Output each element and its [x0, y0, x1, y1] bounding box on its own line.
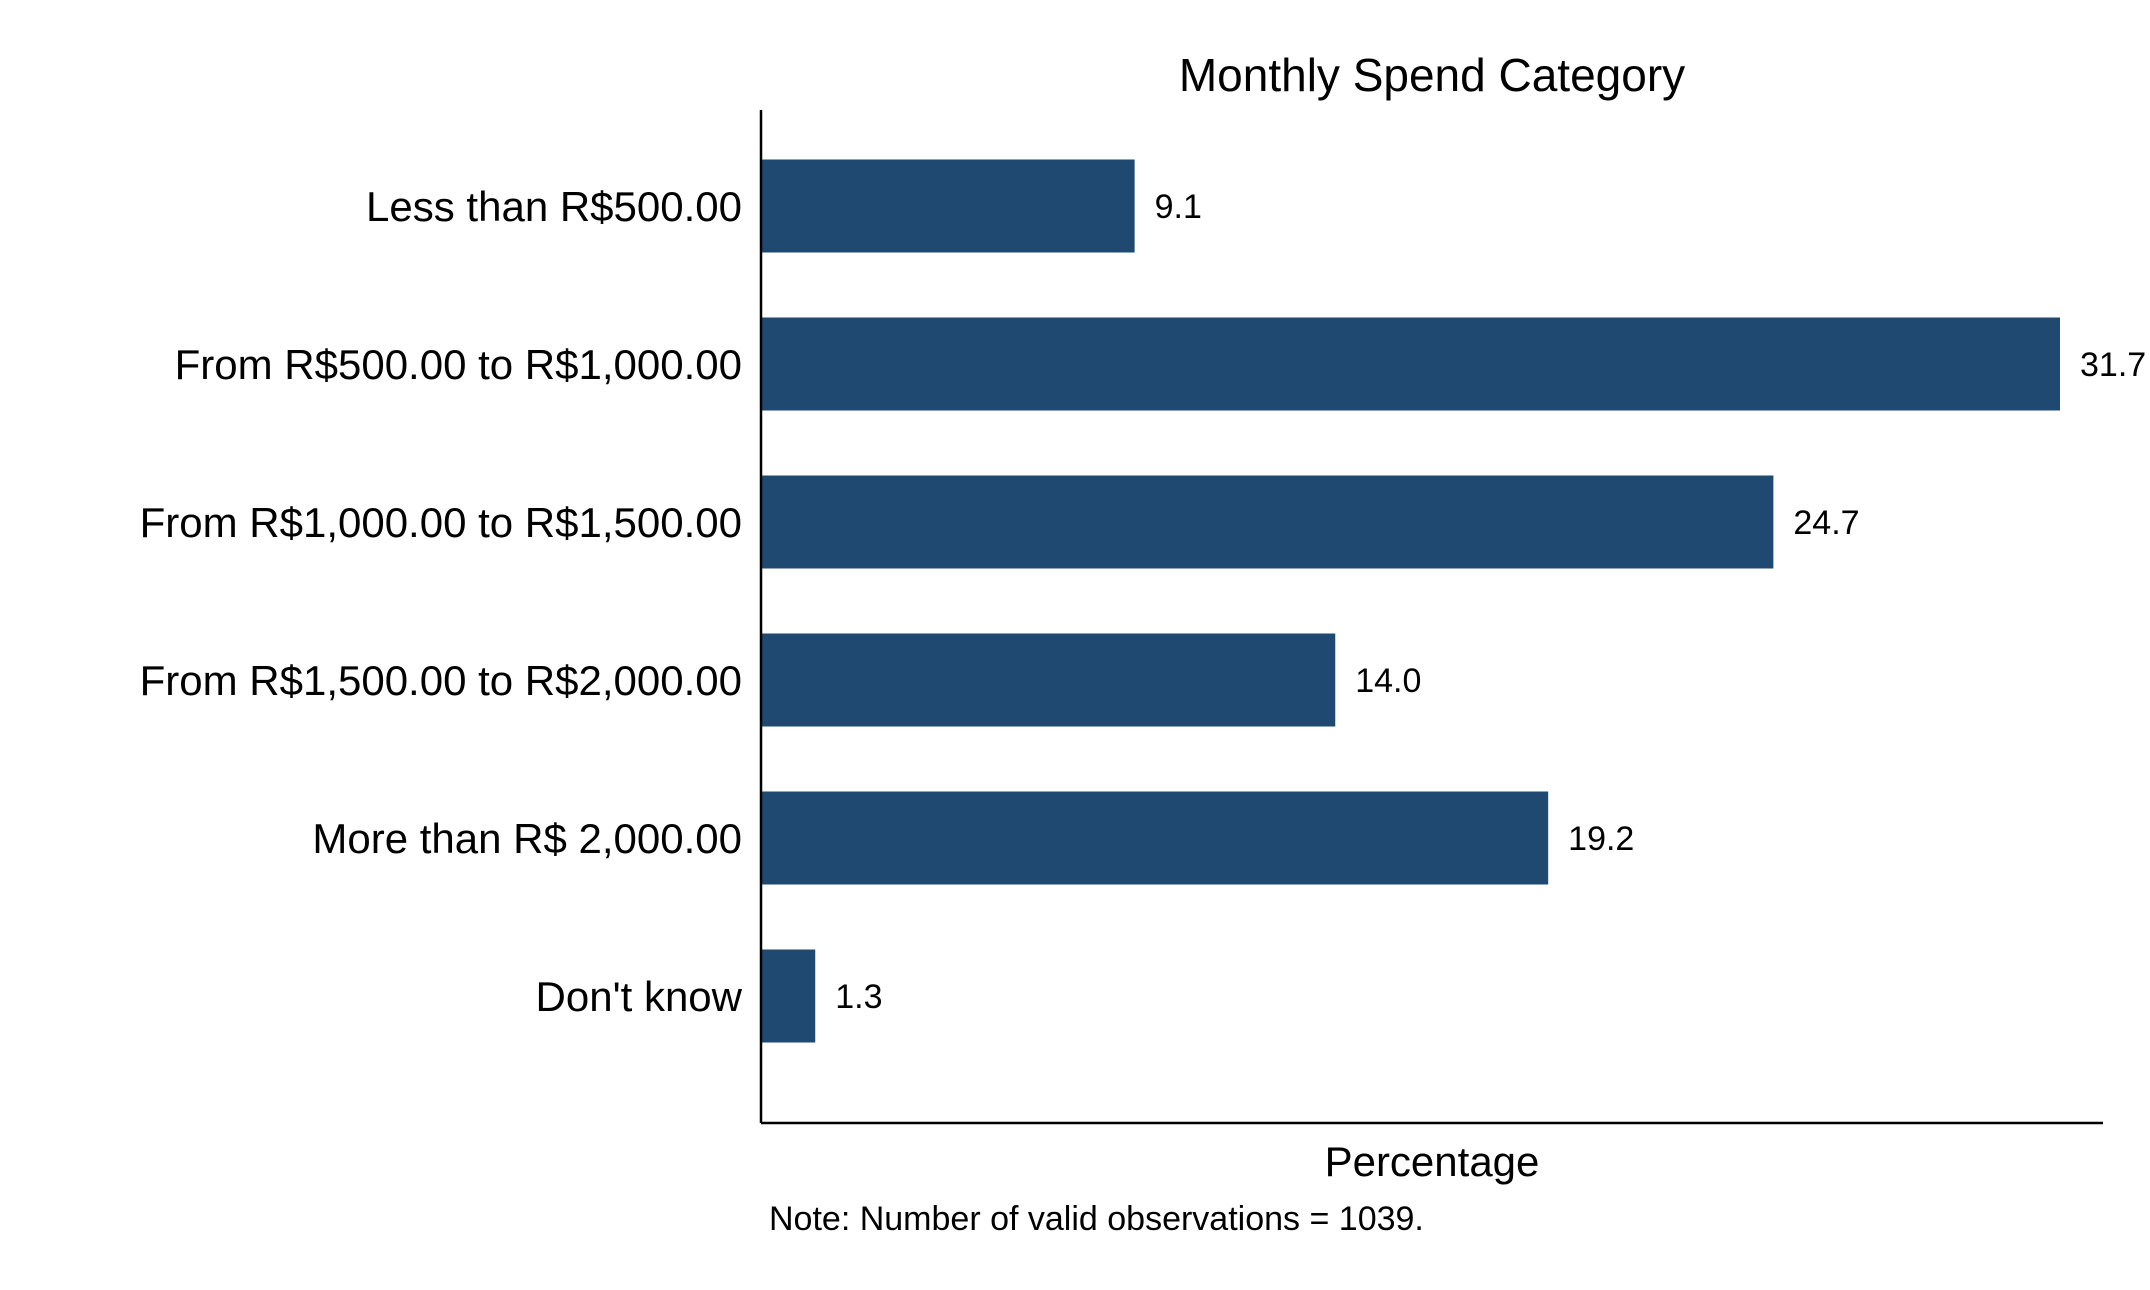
- category-label-1: Less than R$500.00: [366, 183, 742, 230]
- value-label-6: 1.3: [835, 978, 882, 1016]
- value-label-3: 24.7: [1793, 504, 1859, 542]
- value-label-1: 9.1: [1155, 188, 1202, 226]
- bar-5: [762, 791, 1549, 885]
- bar-3: [762, 475, 1774, 569]
- bar-6: [762, 949, 816, 1043]
- bar-2: [762, 317, 2060, 411]
- value-label-4: 14.0: [1355, 662, 1421, 700]
- category-labels-group: Less than R$500.00 From R$500.00 to R$1,0…: [140, 183, 743, 1020]
- category-label-5: More than R$ 2,000.00: [312, 815, 742, 862]
- bars-group: [762, 159, 2060, 1043]
- value-labels-group: 9.1 31.7 24.7 14.0 19.2 1.3: [835, 188, 2146, 1016]
- value-label-5: 19.2: [1568, 820, 1634, 858]
- value-label-2: 31.7: [2080, 346, 2146, 384]
- category-label-6: Don't know: [536, 973, 743, 1020]
- category-label-3: From R$1,000.00 to R$1,500.00: [140, 499, 742, 546]
- chart-title: Monthly Spend Category: [1179, 49, 1685, 101]
- bar-4: [762, 633, 1336, 727]
- chart-note: Note: Number of valid observations = 103…: [769, 1200, 1424, 1238]
- category-label-2: From R$500.00 to R$1,000.00: [175, 341, 742, 388]
- x-axis-title: Percentage: [1325, 1138, 1540, 1185]
- category-label-4: From R$1,500.00 to R$2,000.00: [140, 657, 742, 704]
- bar-1: [762, 159, 1135, 253]
